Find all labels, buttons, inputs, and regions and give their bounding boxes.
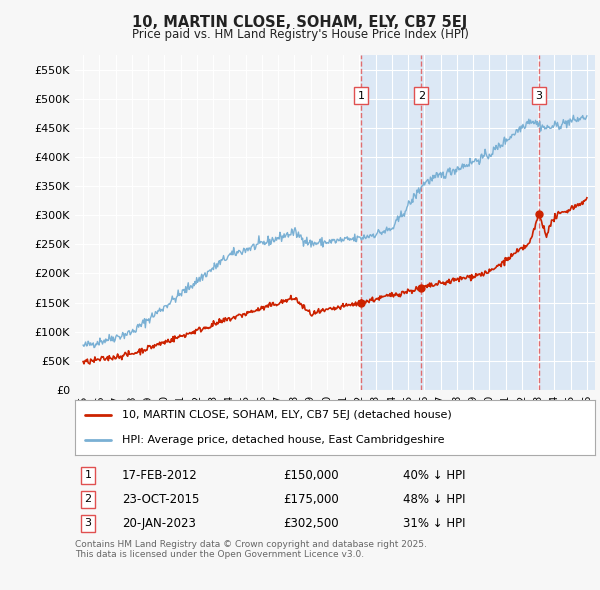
Text: 10, MARTIN CLOSE, SOHAM, ELY, CB7 5EJ (detached house): 10, MARTIN CLOSE, SOHAM, ELY, CB7 5EJ (d… xyxy=(122,411,452,421)
Text: 20-JAN-2023: 20-JAN-2023 xyxy=(122,517,196,530)
Text: £175,000: £175,000 xyxy=(283,493,339,506)
Text: 17-FEB-2012: 17-FEB-2012 xyxy=(122,468,197,481)
Bar xyxy=(421,55,539,390)
Text: Price paid vs. HM Land Registry's House Price Index (HPI): Price paid vs. HM Land Registry's House … xyxy=(131,28,469,41)
Text: 1: 1 xyxy=(358,91,365,101)
Text: 3: 3 xyxy=(85,519,91,528)
Text: 2: 2 xyxy=(85,494,92,504)
Text: 2: 2 xyxy=(418,91,425,101)
Text: £150,000: £150,000 xyxy=(283,468,338,481)
Text: HPI: Average price, detached house, East Cambridgeshire: HPI: Average price, detached house, East… xyxy=(122,435,444,445)
Bar xyxy=(539,55,595,390)
Text: 48% ↓ HPI: 48% ↓ HPI xyxy=(403,493,465,506)
Text: 3: 3 xyxy=(535,91,542,101)
Text: 31% ↓ HPI: 31% ↓ HPI xyxy=(403,517,465,530)
Text: £302,500: £302,500 xyxy=(283,517,338,530)
Text: 23-OCT-2015: 23-OCT-2015 xyxy=(122,493,199,506)
Text: 10, MARTIN CLOSE, SOHAM, ELY, CB7 5EJ: 10, MARTIN CLOSE, SOHAM, ELY, CB7 5EJ xyxy=(133,15,467,30)
Text: Contains HM Land Registry data © Crown copyright and database right 2025.
This d: Contains HM Land Registry data © Crown c… xyxy=(75,540,427,559)
Bar xyxy=(361,55,421,390)
Text: 40% ↓ HPI: 40% ↓ HPI xyxy=(403,468,465,481)
Text: 1: 1 xyxy=(85,470,91,480)
